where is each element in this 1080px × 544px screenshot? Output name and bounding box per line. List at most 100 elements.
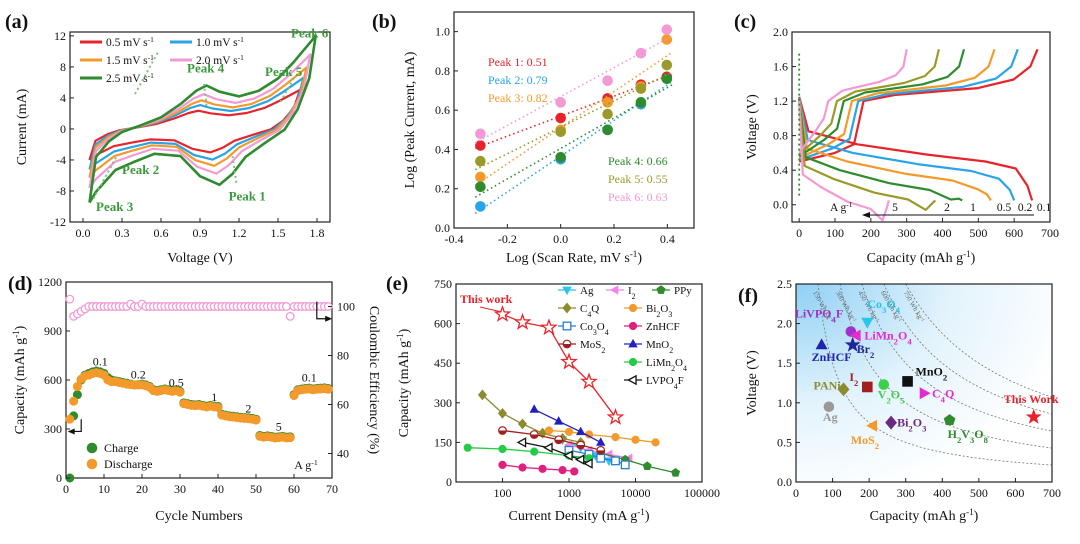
data-point (661, 34, 673, 45)
discharge-point (175, 387, 185, 397)
rate-unit-sup: -1 (846, 200, 852, 209)
point-label: Bi2O3 (897, 416, 927, 434)
point-label-part: 5 (900, 396, 904, 406)
rate-label: 0.1 (1037, 202, 1052, 214)
x-tick-label: 500 (970, 486, 988, 500)
legend-marker (562, 302, 572, 314)
discharge-point (323, 384, 333, 394)
x-axis-title-base: Capacity (mAh g (870, 509, 966, 524)
legend-marker-half (563, 344, 571, 348)
x-tick-label: 600 (1005, 226, 1023, 240)
data-point (538, 464, 547, 473)
x-tick-label: 100 (826, 226, 844, 240)
data-point-half (554, 439, 563, 444)
point-label: LiVPO4F (795, 307, 843, 325)
charge-curve-4 (798, 49, 940, 156)
x-axis-title-tail: ) (637, 251, 642, 266)
y-tick-label: 0.0 (777, 475, 792, 489)
discharge-point (72, 382, 82, 392)
data-point (651, 438, 660, 447)
data-point (902, 376, 913, 387)
discharge-curve-0 (798, 96, 1034, 201)
data-point (602, 75, 613, 87)
cv-curve-0 (88, 88, 302, 161)
energy-label-sup: -1 (829, 316, 835, 322)
x-tick-label: 600 (1006, 486, 1024, 500)
y-tick-label: 0.4 (773, 163, 788, 177)
data-point (493, 305, 512, 322)
x-tick-label: 70 (326, 482, 338, 496)
y-tick-label: 80 (337, 349, 349, 363)
legend-marker (628, 321, 638, 331)
legend-marker (656, 285, 666, 294)
point-label-part: V (961, 427, 970, 441)
legend-label-part: MnO (646, 339, 669, 351)
x-tick-label: 400 (933, 486, 951, 500)
data-point (620, 460, 630, 470)
point-label-part: F (836, 307, 843, 321)
data-point (919, 387, 931, 400)
x-tick-label: 100000 (684, 486, 720, 500)
y-axis-title-sup: -1 (395, 333, 405, 341)
x-tick-label: 0 (796, 226, 802, 240)
panel-b-chart: (b) -0.4 -0.2 0.0 0.2 0.4 0.0 0.2 0.4 0.6 0.8 1.0 Pe… (372, 11, 695, 266)
data-point (574, 454, 585, 465)
data-point (544, 426, 554, 435)
legend-label: MnO2 (646, 339, 673, 355)
point-label-part: O (891, 388, 900, 402)
x-tick-label: -0.2 (498, 232, 517, 246)
point-label: I2 (849, 370, 858, 388)
legend-label-part: LiMn (646, 357, 672, 369)
y-tick-label: 12 (54, 29, 66, 43)
panel-c-chart: (c) 0 100 200 300 400 500 600 700 0.0 0.4 0.8 1.2 1.6… (734, 11, 1059, 266)
legend-label-base: 0.5 mV s (106, 37, 148, 49)
legend-label-part: 4 (587, 310, 591, 319)
data-point (475, 171, 486, 183)
y-tick-label: 1200 (38, 275, 62, 289)
legend-label-part: 3 (668, 310, 672, 319)
y-axis-title-tail: ) (397, 328, 412, 333)
x-axis-title-tail: ) (645, 509, 650, 524)
panel-letter: (d) (8, 273, 32, 295)
y-tick-label: 0.2 (435, 182, 450, 196)
x-tick-label: 0 (63, 482, 69, 496)
charge-curve-5 (798, 49, 908, 154)
point-label-part: This Work (1004, 392, 1059, 406)
panel-e: (e) 100 1000 10000 100000 0 150 300 450 600 750 Thi… (380, 270, 730, 539)
point-label-part: 2 (875, 441, 879, 451)
x-tick-label: 200 (860, 486, 878, 500)
point-label-part: 3 (970, 435, 975, 445)
discharge-point (69, 396, 79, 406)
legend-marker (86, 442, 98, 454)
data-point-half (498, 430, 507, 435)
legend-label: 1.0 mV s-1 (196, 35, 244, 50)
y-tick-label: 0.8 (435, 64, 450, 78)
discharge-point (251, 415, 261, 425)
data-point (516, 437, 527, 448)
data-point (878, 379, 890, 390)
legend-label: C4Q (580, 303, 599, 319)
legend-label-part: I (628, 285, 632, 297)
point-label-part: Ag (823, 410, 838, 424)
left-axis-arrow (71, 419, 82, 433)
legend-label-part: 2 (669, 346, 673, 355)
left-axis-arrow-head (67, 428, 75, 435)
data-point (635, 97, 647, 108)
x-tick-label: 0.6 (154, 226, 169, 240)
efficiency-point (65, 294, 75, 304)
rate-label: 0.5 (169, 376, 184, 390)
y-tick-label: 1.6 (773, 60, 788, 74)
legend-label-part: 2 (656, 310, 660, 319)
legend-label-part: PPy (674, 285, 692, 297)
energy-label-sup: -1 (897, 316, 903, 322)
data-point (943, 414, 956, 426)
legend-label-part: O (675, 357, 683, 369)
panel-f: (f) 150 Wh kg-1 300 Wh kg-1 450 Wh kg-1 600 … (730, 270, 1080, 539)
panel-letter: (b) (372, 11, 396, 33)
point-label-part: 8 (984, 435, 989, 445)
point-label-part: 2 (908, 424, 912, 434)
point-label-part: H (948, 427, 958, 441)
x-tick-label: 200 (862, 226, 880, 240)
y-tick-label: 100 (337, 300, 355, 314)
data-point (463, 443, 472, 452)
